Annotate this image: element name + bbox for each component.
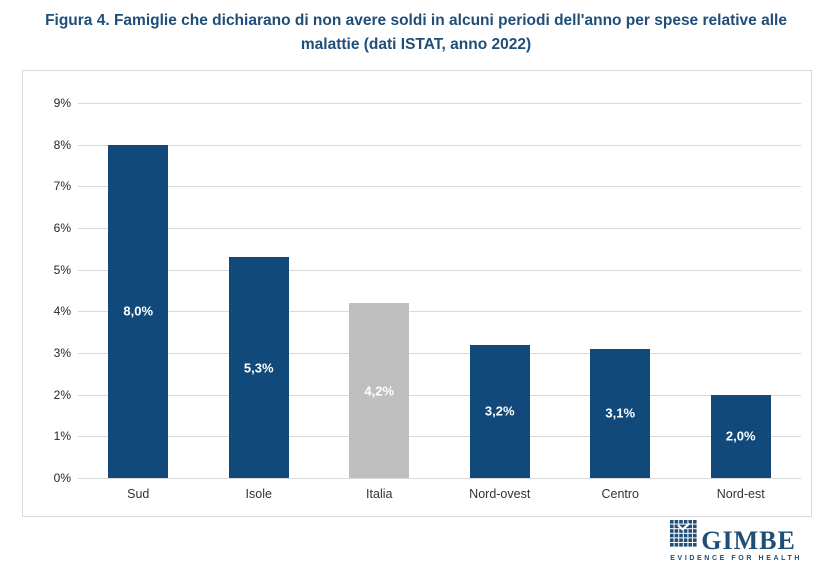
gridline (78, 144, 801, 146)
bar-value-label: 2,0% (725, 428, 756, 444)
chart-title: Figura 4. Famiglie che dichiarano di non… (45, 12, 787, 54)
bar-nord-ovest (469, 344, 530, 478)
bar-value-label: 8,0% (123, 303, 154, 319)
gimbe-logo-top: GIMBE (670, 520, 796, 555)
y-tick-label: 3% (53, 346, 71, 360)
bar-value-label: 4,2% (364, 383, 395, 398)
mosaic-check-icon (670, 520, 697, 552)
gridline (78, 478, 801, 479)
gridline (78, 436, 801, 438)
x-category-label: Nord-ovest (469, 487, 531, 501)
gridline (78, 103, 801, 104)
y-tick-label: 2% (53, 387, 71, 402)
x-category-label: Centro (601, 487, 640, 501)
gridline (78, 353, 801, 354)
y-tick-label: 4% (53, 304, 71, 319)
y-tick-label: 0% (53, 471, 71, 485)
gridline (78, 186, 801, 188)
gridline (78, 394, 801, 396)
bar-centro (590, 348, 651, 478)
y-tick-label: 1% (53, 429, 71, 444)
y-tick-label: 6% (53, 221, 71, 235)
bar-sud (108, 144, 169, 478)
bar-value-label: 3,2% (484, 403, 515, 419)
y-tick-label: 7% (53, 179, 71, 194)
bar-nord-est (710, 394, 771, 478)
gimbe-logo: GIMBE EVIDENCE FOR HEALTH (670, 520, 802, 562)
chart-plot-area: 0% 1% 2% 3% 4% 5% 6% 7% 8% 9% 8,0% Sud 5,3% Isole 4,2%… (22, 70, 812, 517)
y-tick-label: 5% (53, 262, 71, 277)
x-category-label: Nord-est (716, 487, 765, 501)
x-category-label: Italia (366, 487, 393, 501)
plot-canvas: 0% 1% 2% 3% 4% 5% 6% 7% 8% 9% 8,0% Sud 5,3% Isole 4,2%… (23, 71, 811, 516)
bar-italia (349, 303, 410, 478)
gimbe-tagline: EVIDENCE FOR HEALTH (670, 555, 802, 562)
gridline (78, 269, 801, 271)
bar-value-label: 3,1% (605, 405, 636, 421)
gimbe-wordmark: GIMBE (701, 525, 796, 555)
x-category-label: Sud (127, 487, 150, 501)
gridline (78, 228, 801, 229)
x-category-label: Isole (245, 487, 272, 501)
gridline (78, 311, 801, 313)
y-tick-label: 9% (53, 96, 71, 110)
bar-value-label: 5,3% (243, 360, 274, 376)
y-tick-label: 8% (53, 137, 71, 152)
bar-isole (228, 257, 289, 478)
